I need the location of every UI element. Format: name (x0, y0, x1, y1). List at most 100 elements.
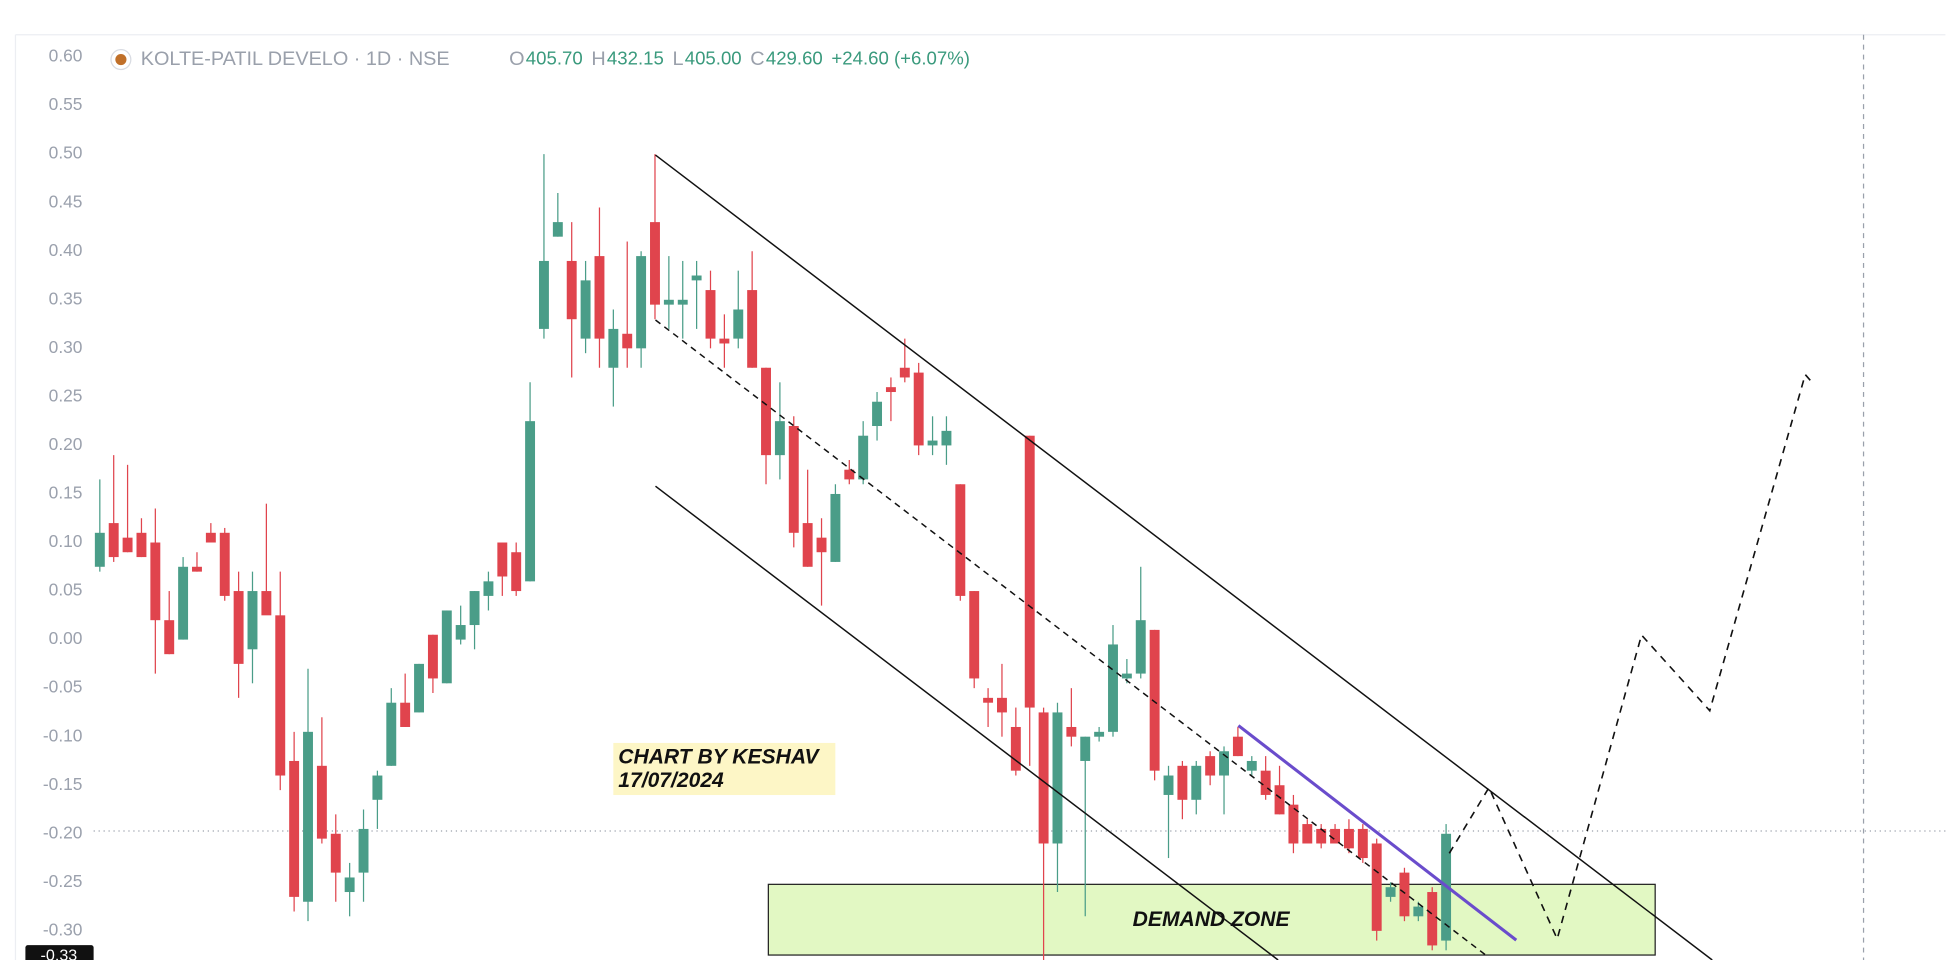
candle-body (636, 256, 647, 349)
candle-body (872, 401, 883, 427)
y-tick-label: -0.10 (43, 725, 83, 745)
candle-body (580, 280, 591, 339)
candle-body (608, 328, 619, 368)
candle-body (525, 421, 536, 582)
candle-body (511, 552, 522, 592)
candle-body (122, 537, 133, 553)
candle-body (1038, 712, 1049, 844)
credit-name: CHART BY KESHAV (618, 745, 820, 768)
candle-body (164, 620, 175, 655)
ohlc-value: 405.00 (685, 47, 742, 68)
candle-body (150, 542, 161, 621)
candle-body (788, 426, 799, 533)
candle-body (1094, 731, 1105, 737)
candle-body (663, 299, 674, 305)
candle-body (400, 702, 411, 727)
y-tick-label: -0.20 (43, 822, 83, 842)
y-tick-label: 0.05 (49, 580, 83, 600)
candle-body (1191, 765, 1202, 800)
candle-body (705, 290, 716, 339)
candle-body (178, 566, 189, 640)
y-tick-label: 0.20 (49, 434, 83, 454)
candle-body (1149, 629, 1160, 771)
demand-zone (767, 883, 1656, 956)
candle-body (261, 591, 272, 616)
y-tick-label: 0.50 (49, 143, 83, 163)
candle-body (1052, 712, 1063, 844)
candle-body (289, 760, 300, 897)
candle-body (1024, 435, 1035, 708)
y-tick-label: 0.10 (49, 531, 83, 551)
candle-body (205, 532, 216, 543)
candle-body (774, 421, 785, 456)
candle-body (538, 260, 549, 329)
candle-body (192, 566, 202, 572)
candle-body (677, 299, 688, 305)
candle-body (303, 731, 313, 902)
candle-body (469, 591, 480, 626)
candle-body (1316, 828, 1327, 844)
candle-body (719, 338, 730, 344)
ohlc-key: H (591, 48, 605, 70)
candle-body (747, 290, 758, 368)
candle-body (330, 833, 341, 873)
candle-body (1135, 620, 1146, 674)
candle-body (1302, 824, 1313, 844)
candle-body (566, 260, 577, 320)
candles (94, 154, 1452, 960)
candle-body (1343, 828, 1354, 849)
candle-body (955, 484, 966, 596)
candle-body (1288, 804, 1299, 844)
candle-body (844, 469, 855, 480)
candle-body (899, 367, 910, 378)
candle-body (1205, 756, 1216, 776)
channel-middle (655, 319, 1490, 959)
candle-body (386, 702, 397, 766)
y-tick-label: 0.35 (49, 288, 83, 308)
y-tick-label: 0.40 (49, 240, 83, 260)
symbol[interactable]: KOLTE-PATIL DEVELO · 1D · NSE (141, 48, 450, 70)
candle-body (1427, 892, 1438, 946)
candle-body (927, 440, 938, 446)
candle-body (1177, 765, 1188, 800)
candle-body (622, 333, 633, 349)
candle-body (816, 537, 827, 553)
credit-box (613, 742, 836, 796)
candle-body (316, 765, 327, 839)
y-tick-label: 0.55 (49, 94, 83, 114)
candle-body (441, 610, 452, 684)
candle-body (136, 532, 147, 558)
candle-body (108, 523, 119, 558)
candle-body (1330, 828, 1341, 844)
candle-body (358, 828, 369, 873)
candle-body (372, 775, 383, 800)
price-label-box (25, 945, 94, 960)
candle-body (885, 387, 896, 393)
ohlc-value: 432.15 (607, 47, 664, 68)
candle-body (1260, 770, 1271, 795)
ohlc-key: O (509, 48, 524, 70)
candle-body (219, 532, 230, 596)
candle-body (1219, 751, 1229, 776)
candle-body (1246, 760, 1257, 771)
candle-body (997, 697, 1007, 713)
candle-body (94, 532, 105, 567)
ohlc-value: 429.60 (766, 47, 823, 68)
candle-body (1163, 775, 1174, 795)
candle-body (275, 615, 286, 776)
candle-body (427, 634, 438, 679)
trendline (1237, 724, 1518, 942)
candle-body (1413, 906, 1424, 917)
credit-date: 17/07/2024 (618, 769, 724, 792)
candle-body (497, 542, 508, 577)
ohlc-key: L (672, 48, 683, 70)
candle-body (1399, 872, 1410, 917)
candle-body (830, 493, 841, 562)
candle-body (483, 581, 494, 596)
candle-body (691, 275, 702, 281)
y-tick-label: -0.30 (43, 919, 83, 939)
symbol-icon-dot (115, 53, 127, 66)
price-label: -0.33 (41, 947, 78, 960)
ohlc-value: 405.70 (526, 47, 583, 68)
